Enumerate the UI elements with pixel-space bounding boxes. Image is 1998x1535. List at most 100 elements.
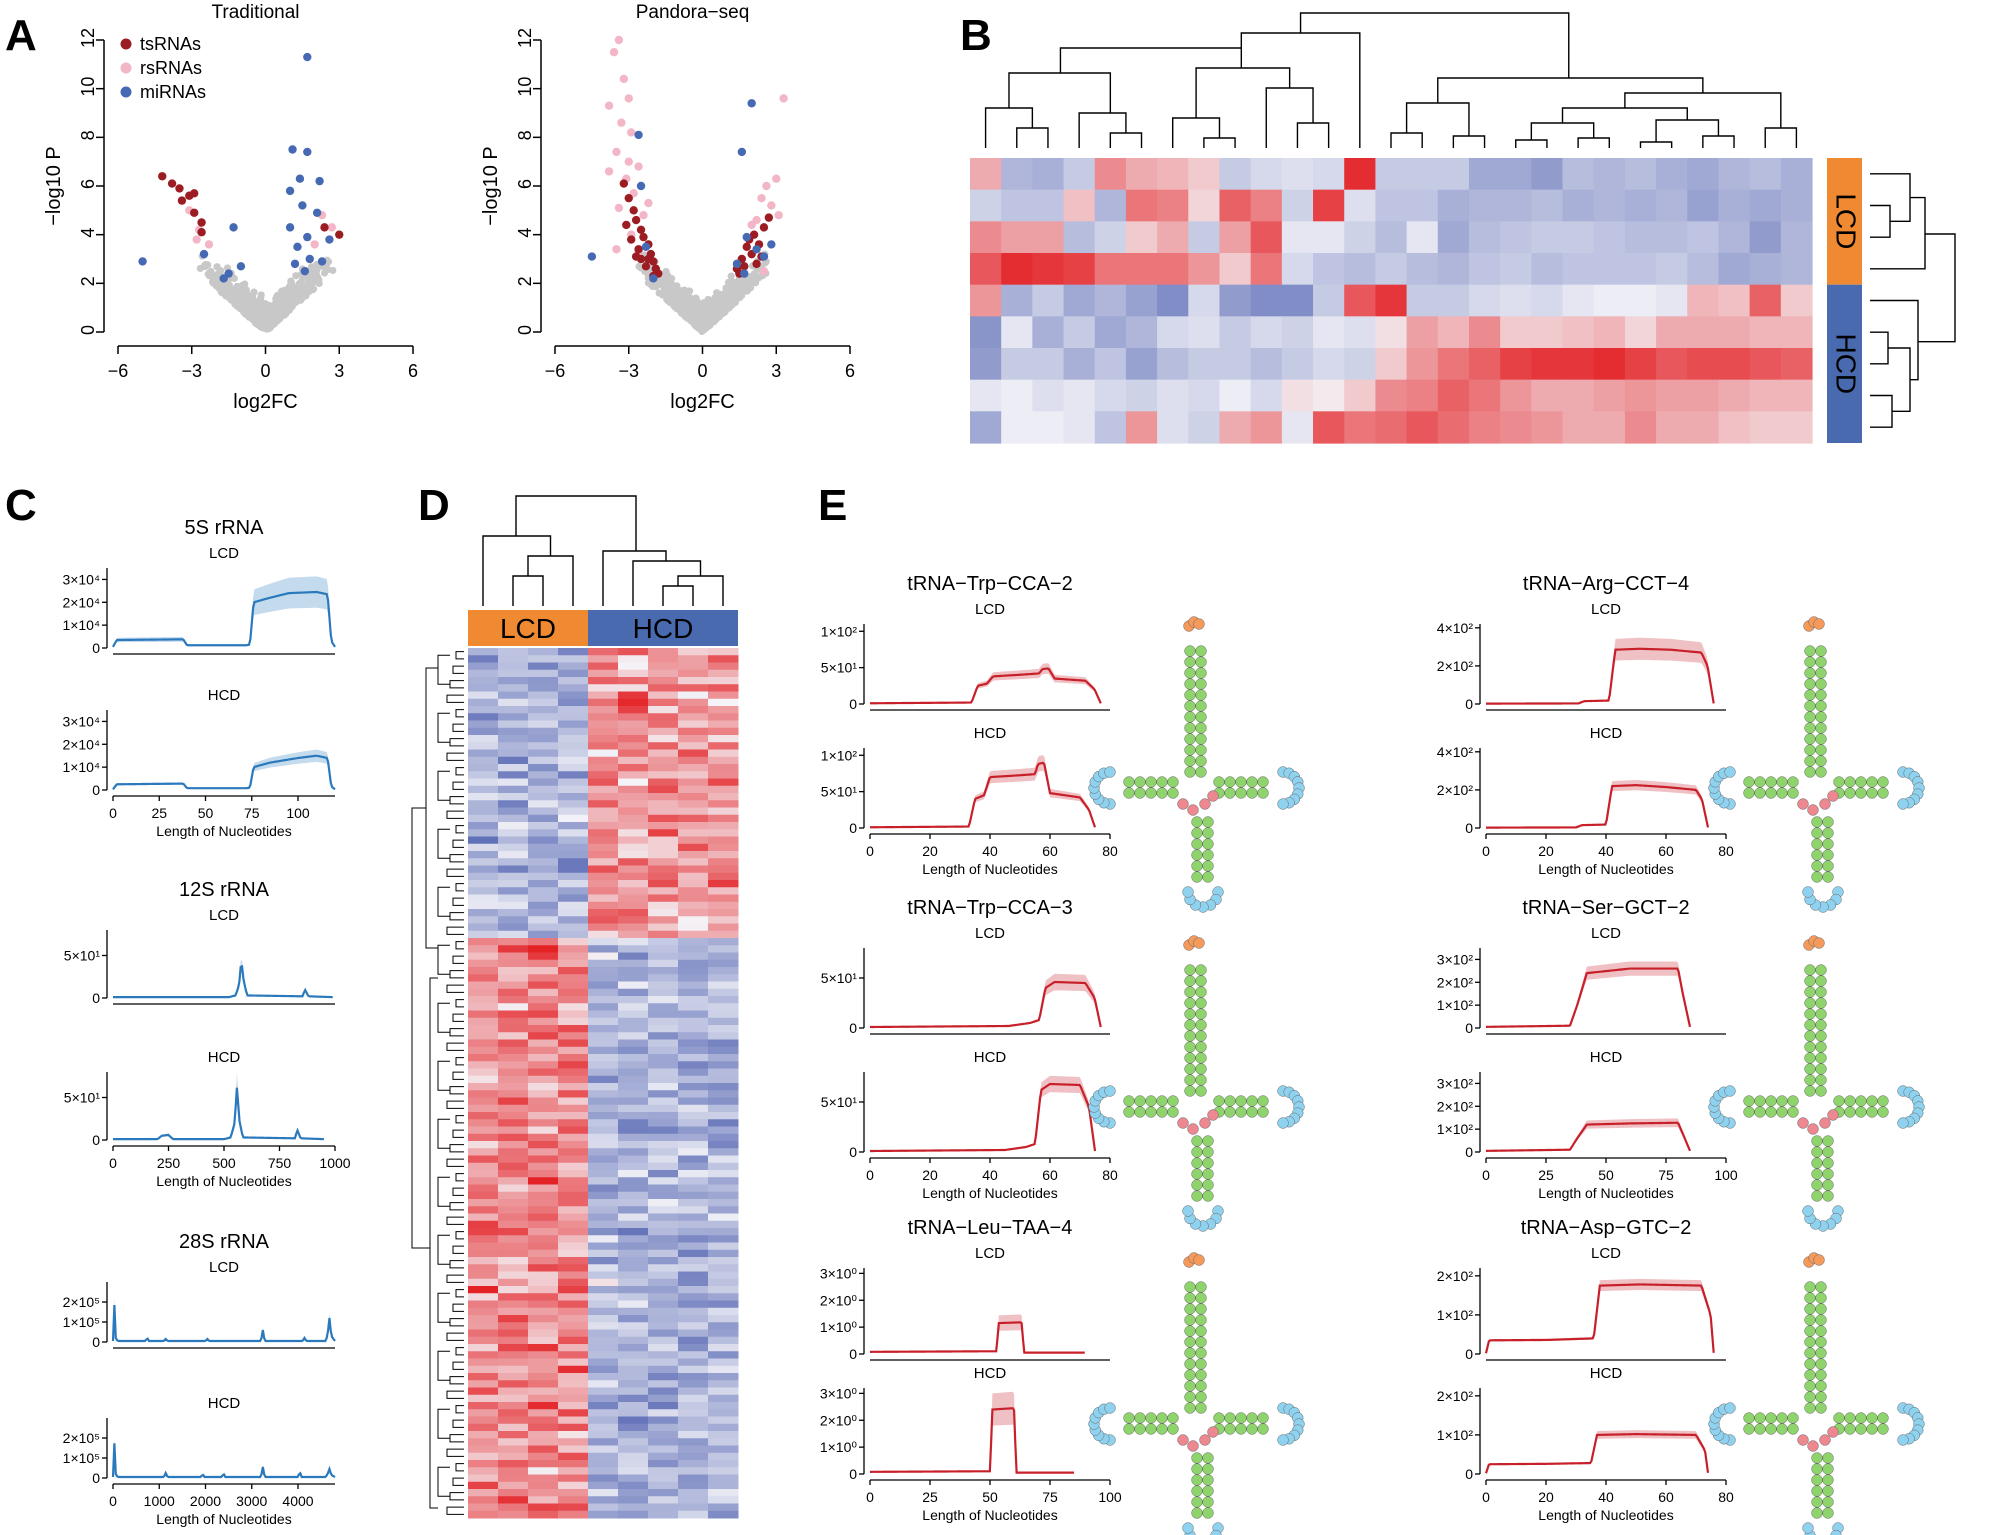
heat-cell <box>468 706 499 714</box>
heat-cell <box>1780 221 1813 254</box>
nucleotide <box>1177 798 1189 810</box>
coverage-line <box>869 1407 1074 1474</box>
x-tick-label: 0 <box>866 1489 874 1505</box>
heat-cell <box>708 800 739 808</box>
nucleotide <box>1724 1402 1736 1414</box>
background-point <box>691 321 699 329</box>
heat-cell <box>678 684 709 692</box>
heat-cell <box>648 1336 679 1345</box>
nucleotide <box>1804 711 1816 723</box>
dendrogram-link <box>437 1408 450 1439</box>
heat-cell <box>618 778 649 787</box>
data-point <box>624 193 633 203</box>
y-tick-label: 5×10¹ <box>64 1090 101 1106</box>
heat-cell <box>588 1257 619 1265</box>
dendrogram-link <box>437 944 450 975</box>
dendrogram-link <box>452 1477 464 1486</box>
heat-cell <box>618 1046 649 1055</box>
data-point <box>229 223 238 232</box>
heat-cell <box>678 1329 709 1338</box>
heat-cell <box>558 1438 589 1446</box>
heat-cell <box>588 662 619 671</box>
heat-cell <box>1250 411 1283 444</box>
heat-cell <box>708 836 739 845</box>
legend-label: rsRNAs <box>140 58 202 78</box>
heat-cell <box>498 945 529 953</box>
heat-cell <box>1468 284 1501 317</box>
heat-cell <box>648 793 679 801</box>
heat-cell <box>648 735 679 743</box>
heat-cell <box>1219 221 1252 254</box>
heat-cell <box>468 1083 499 1091</box>
heat-cell <box>498 1264 529 1272</box>
heat-cell <box>558 1336 589 1345</box>
heat-cell <box>588 1474 619 1483</box>
heat-cell <box>618 1445 649 1454</box>
series-tsRNAs <box>619 179 774 281</box>
heat-cell <box>528 1155 559 1164</box>
heat-cell <box>648 698 679 707</box>
heat-cell <box>498 901 529 910</box>
heat-cell <box>618 967 649 975</box>
heat-cell <box>1344 348 1377 381</box>
heat-cell <box>618 1025 649 1033</box>
nucleotide <box>1193 1254 1205 1266</box>
heat-cell <box>588 1336 619 1345</box>
heat-cell <box>618 1402 649 1410</box>
heat-cell <box>1687 348 1720 381</box>
dendrogram-link <box>449 854 464 863</box>
heat-cell <box>1375 316 1408 349</box>
heat-cell <box>1375 411 1408 444</box>
nucleotide <box>1195 1369 1207 1381</box>
nucleotide <box>1195 700 1207 712</box>
heat-cell <box>1500 348 1532 381</box>
dendrogram-link <box>437 1292 450 1323</box>
nucleotide <box>1145 776 1157 788</box>
x-tick-label: 40 <box>1598 843 1614 859</box>
heat-cell <box>528 880 559 888</box>
heat-cell <box>648 1315 679 1323</box>
dendrogram-link <box>452 1071 464 1080</box>
nucleotide <box>1184 1281 1196 1293</box>
heat-cell <box>1001 348 1033 381</box>
heat-cell <box>498 662 529 671</box>
heat-cell <box>648 1242 679 1251</box>
heat-cell <box>528 916 559 924</box>
heat-cell <box>498 1249 529 1258</box>
heat-cell <box>498 1032 529 1040</box>
nucleotide <box>1815 700 1827 712</box>
heat-cell <box>468 655 499 663</box>
y-tick-label: 4 <box>515 228 535 238</box>
heat-cell <box>1718 221 1751 254</box>
dendrogram-link <box>437 886 450 917</box>
nucleotide <box>1815 645 1827 657</box>
heat-cell <box>498 1039 529 1048</box>
heat-cell <box>618 1075 649 1084</box>
heat-cell <box>498 851 529 859</box>
data-point <box>310 240 319 249</box>
heat-cell <box>528 807 559 816</box>
heat-cell <box>1656 411 1688 444</box>
data-point <box>634 130 643 140</box>
heat-cell <box>648 1286 679 1294</box>
x-axis-label: Length of Nucleotides <box>922 1185 1057 1201</box>
heat-cell <box>528 1199 559 1207</box>
data-point <box>629 206 638 215</box>
heat-cell <box>528 800 559 808</box>
heat-cell <box>558 1278 589 1287</box>
nucleotide <box>1184 645 1196 657</box>
data-point <box>138 257 147 266</box>
nucleotide <box>1123 1095 1135 1107</box>
heat-cell <box>498 691 529 700</box>
nucleotide <box>1224 1106 1236 1118</box>
heat-cell <box>468 1126 499 1135</box>
nucleotide <box>1210 1529 1222 1535</box>
heat-cell <box>498 1489 529 1497</box>
heat-cell <box>618 843 649 852</box>
heat-cell <box>468 677 499 685</box>
heat-cell <box>678 1416 709 1425</box>
nucleotide <box>1804 986 1816 998</box>
heat-cell <box>588 923 619 932</box>
nucleotide <box>1246 1423 1258 1435</box>
